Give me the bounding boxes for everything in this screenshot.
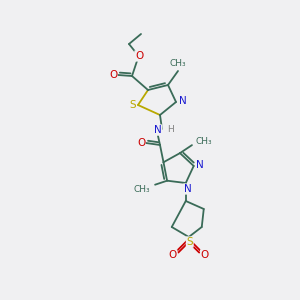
Text: O: O (109, 70, 117, 80)
Text: H: H (168, 125, 174, 134)
Text: CH₃: CH₃ (170, 59, 186, 68)
Text: N: N (179, 96, 187, 106)
Text: N: N (184, 184, 192, 194)
Text: O: O (135, 51, 143, 61)
Text: CH₃: CH₃ (196, 136, 213, 146)
Text: S: S (186, 237, 193, 247)
Text: S: S (130, 100, 136, 110)
Text: CH₃: CH₃ (134, 185, 150, 194)
Text: O: O (169, 250, 177, 260)
Text: O: O (137, 138, 145, 148)
Text: N: N (154, 125, 162, 135)
Text: N: N (196, 160, 204, 170)
Text: O: O (201, 250, 209, 260)
